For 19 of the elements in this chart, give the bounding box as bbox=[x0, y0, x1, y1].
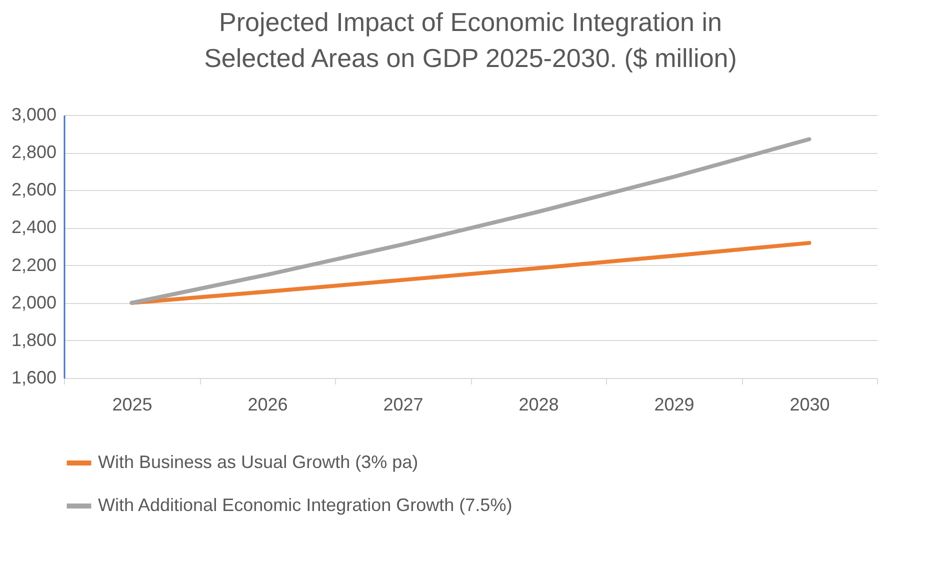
x-tick-label: 2026 bbox=[248, 394, 288, 414]
x-tick-label: 2027 bbox=[383, 394, 424, 414]
line-series bbox=[130, 240, 812, 305]
y-tick-label: 1,800 bbox=[11, 330, 56, 350]
x-tick-label: 2030 bbox=[790, 394, 830, 414]
y-tick-label: 2,200 bbox=[11, 254, 56, 275]
x-tick-label: 2029 bbox=[654, 394, 694, 414]
legend-label: With Business as Usual Growth (3% pa) bbox=[98, 452, 418, 472]
y-tick-label: 2,600 bbox=[11, 180, 56, 200]
y-tick-label: 3,000 bbox=[11, 104, 56, 124]
y-tick-label: 1,600 bbox=[11, 368, 56, 388]
x-tick-label: 2028 bbox=[518, 394, 559, 414]
y-tick-label: 2,800 bbox=[11, 142, 56, 162]
legend-label: With Additional Economic Integration Growth (7.5%) bbox=[98, 495, 512, 515]
y-tick-label: 2,000 bbox=[11, 292, 56, 312]
y-tick-label: 2,400 bbox=[11, 217, 56, 238]
chart-title: Projected Impact of Economic Integration in Selected Areas on GDP 2025-2030. ($ million) bbox=[204, 7, 737, 73]
line-series bbox=[130, 137, 812, 305]
x-tick-label: 2025 bbox=[112, 394, 152, 414]
